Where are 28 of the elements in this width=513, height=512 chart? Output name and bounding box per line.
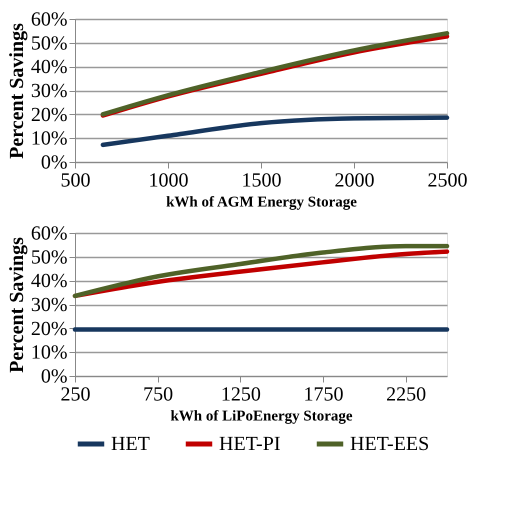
- x-tick-label: 2250: [386, 384, 426, 406]
- x-tick-label: 1250: [220, 384, 261, 406]
- legend-label: HET-EES: [350, 433, 430, 455]
- x-tick-label: 2500: [428, 170, 468, 192]
- y-tick-label: 40%: [30, 270, 68, 292]
- y-tick-label: 20%: [30, 318, 68, 340]
- y-tick-label: 30%: [30, 294, 68, 316]
- y-tick-label: 10%: [30, 342, 68, 364]
- y-tick-label: 40%: [30, 56, 68, 78]
- y-tick-label: 50%: [30, 246, 68, 268]
- legend-label: HET: [111, 433, 150, 455]
- y-tick-label: 60%: [30, 8, 68, 30]
- x-axis-title: kWh of AGM Energy Storage: [166, 194, 358, 210]
- y-tick-label: 20%: [30, 104, 68, 126]
- x-tick-label: 1750: [304, 384, 344, 406]
- x-axis-title: kWh of LiPoEnergy Storage: [170, 408, 353, 424]
- x-tick-label: 2000: [334, 170, 374, 192]
- x-tick-label: 1000: [148, 170, 188, 192]
- y-tick-label: 10%: [30, 128, 68, 150]
- line-series: [100, 115, 450, 148]
- legend-label: HET-PI: [219, 433, 280, 455]
- y-tick-label: 60%: [30, 222, 68, 244]
- y-tick-label: 30%: [30, 80, 68, 102]
- x-tick-label: 750: [143, 384, 174, 406]
- y-tick-label: 50%: [30, 32, 68, 54]
- y-axis-title: Percent Savings: [6, 22, 28, 159]
- x-tick-label: 1500: [242, 170, 282, 192]
- y-axis-title: Percent Savings: [6, 236, 28, 373]
